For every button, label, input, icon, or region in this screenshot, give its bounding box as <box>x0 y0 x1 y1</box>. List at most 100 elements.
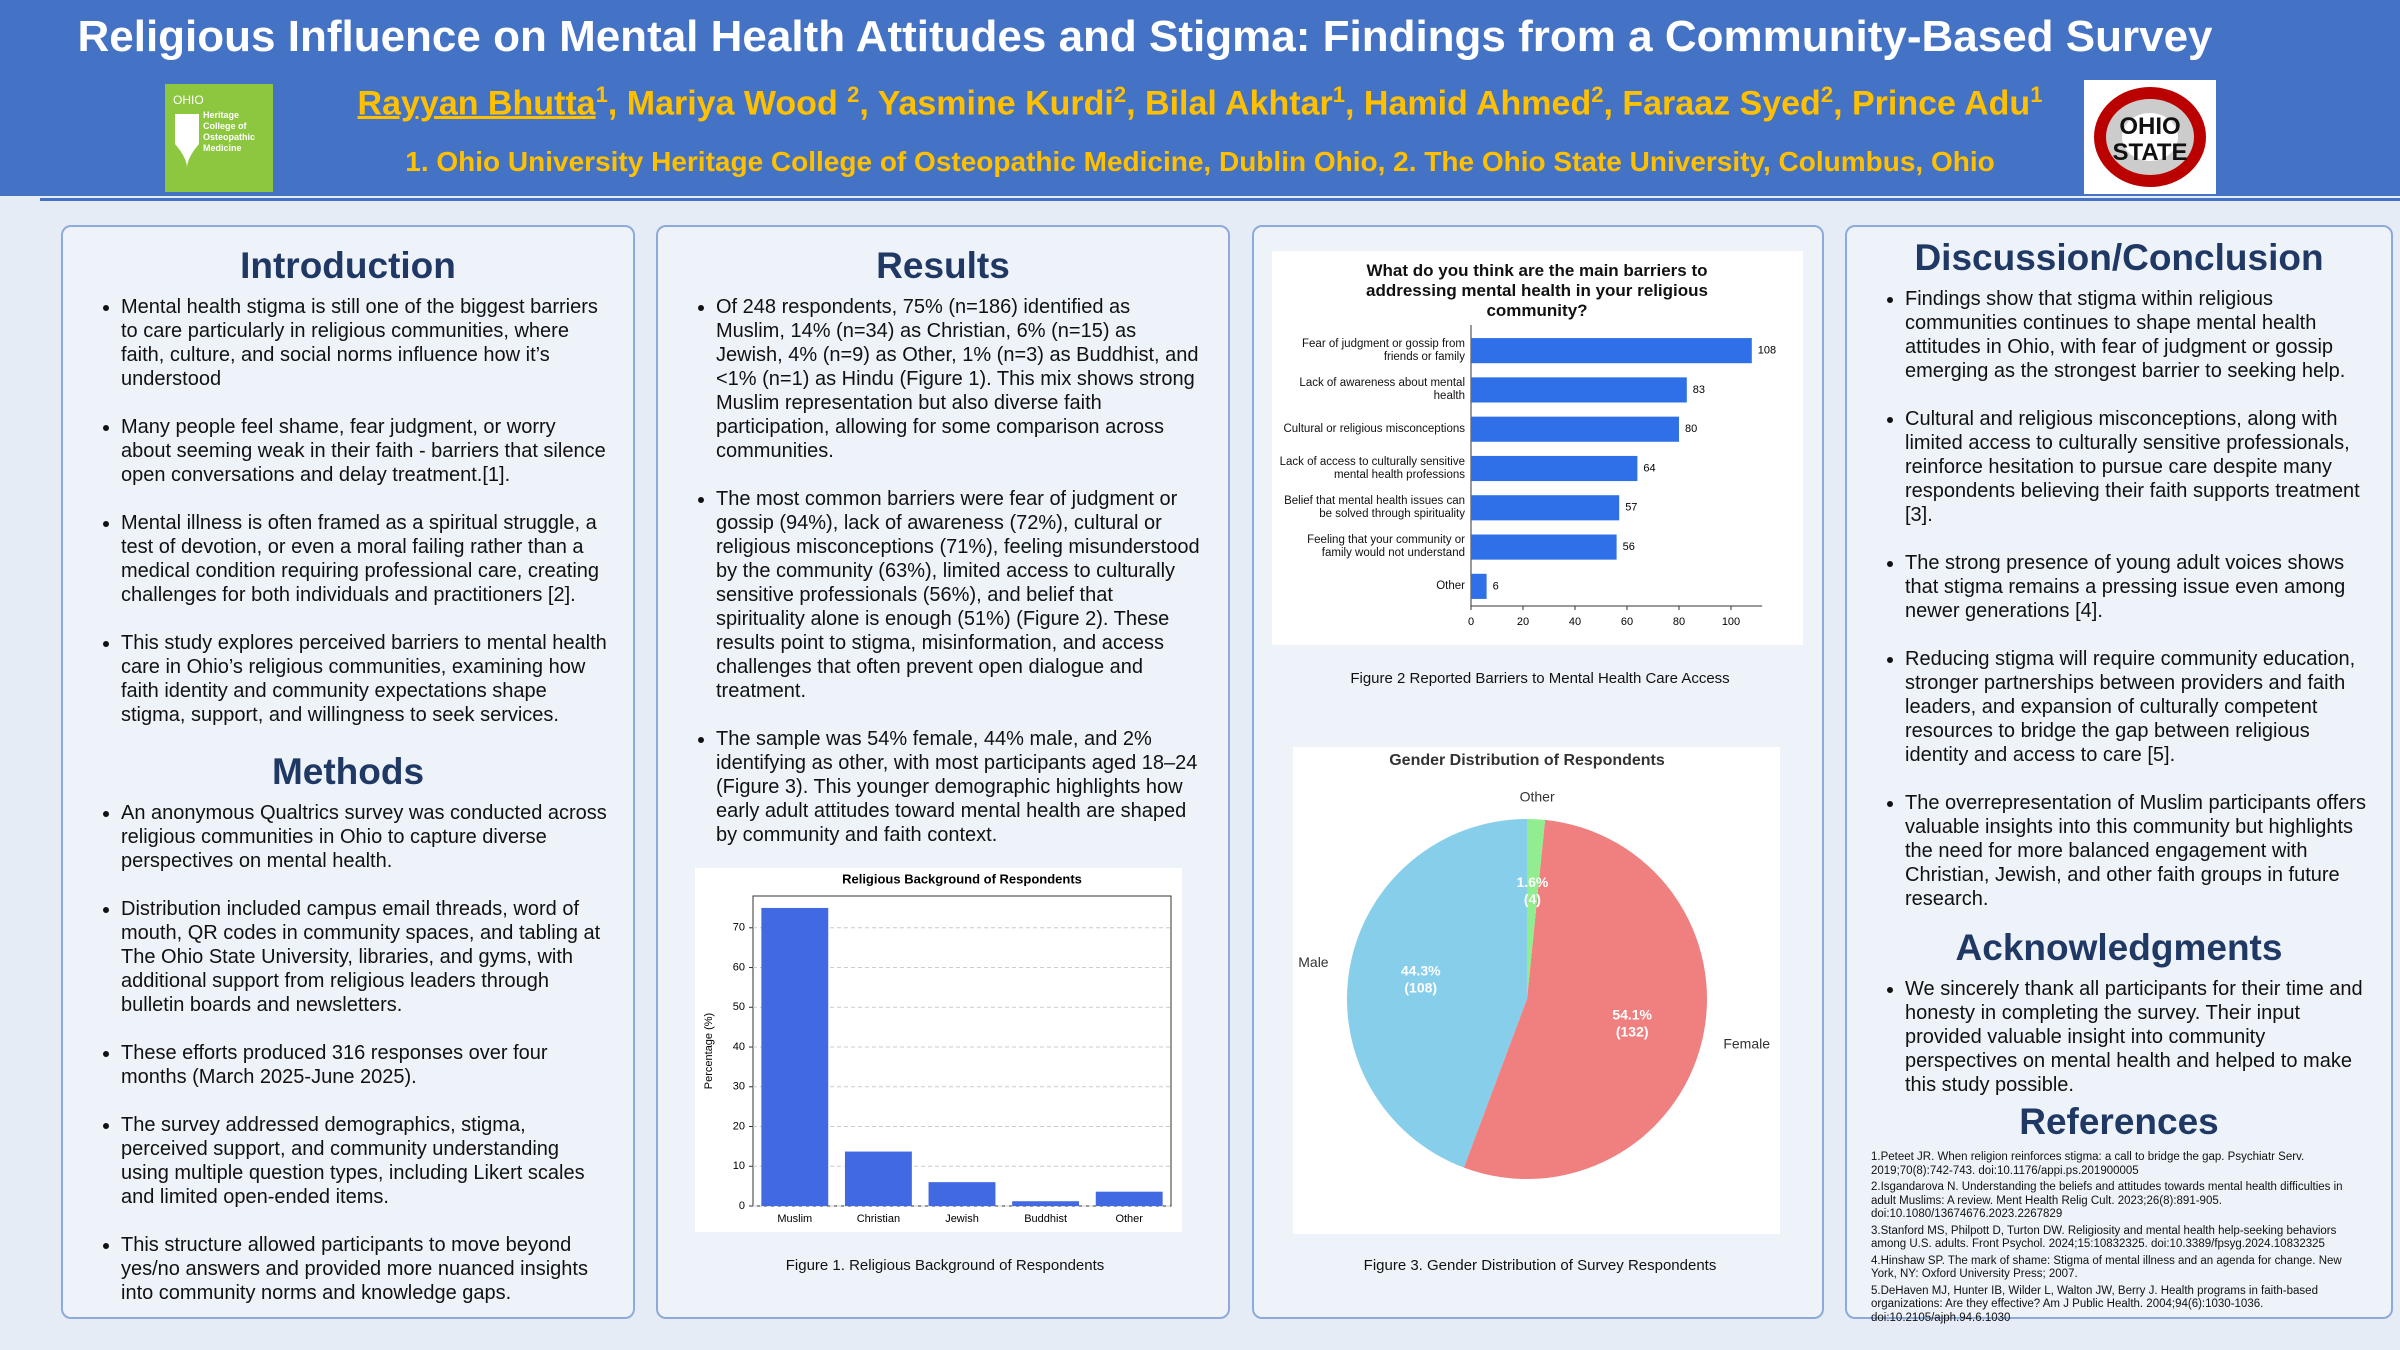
value-label: 56 <box>1623 541 1635 553</box>
list-item: Mental health stigma is still one of the… <box>121 295 609 391</box>
y-tick-label: 40 <box>733 1041 745 1053</box>
author-name: Prince Adu <box>1851 84 2031 123</box>
pie-slice <box>1347 819 1527 1168</box>
x-tick-label: 100 <box>1722 616 1740 628</box>
list-item: 2.Isgandarova N. Understanding the belie… <box>1871 1181 2343 1220</box>
list-item: 3.Stanford MS, Philpott D, Turton DW. Re… <box>1871 1224 2337 1251</box>
category-label: Male <box>1298 954 1329 970</box>
list-item: We sincerely thank all participants for … <box>1905 977 2367 1097</box>
separator: , <box>1126 84 1146 123</box>
chart-title-box: What do you think are the main barriers … <box>1366 261 1708 320</box>
count-label: (132) <box>1616 1023 1649 1039</box>
value-label: 108 <box>1758 345 1776 357</box>
bar <box>1471 455 1638 482</box>
pie-slice <box>1463 819 1707 1179</box>
author-affiliation: 2 <box>1820 82 1834 107</box>
list-item: Of 248 respondents, 75% (n=186) identifi… <box>716 295 1204 463</box>
section-heading: Discussion/Conclusion <box>1914 237 2324 278</box>
y-tick-label: 70 <box>733 922 745 934</box>
value-label: 1.6% <box>1516 874 1548 890</box>
bar <box>928 1182 996 1206</box>
y-tick-label-box: Lack of access to culturally sensitive m… <box>1280 456 1465 481</box>
section-heading: References <box>2019 1101 2219 1142</box>
figure-caption: Figure 3. Gender Distribution of Survey … <box>1363 1257 1717 1274</box>
separator: , <box>607 84 627 123</box>
value-label: 57 <box>1625 502 1637 514</box>
value-label: 44.3% <box>1401 962 1441 978</box>
x-tick-label: Jewish <box>945 1213 979 1225</box>
category-label: Female <box>1723 1036 1770 1052</box>
y-tick-label-box: Lack of awareness about mental health <box>1299 376 1465 402</box>
list-item: Many people feel shame, fear judgment, o… <box>121 415 609 487</box>
x-tick-label: 20 <box>1517 616 1529 628</box>
category-label: Other <box>1520 788 1555 804</box>
section-heading: Results <box>876 245 1010 286</box>
logo-text: STATE <box>2112 139 2187 166</box>
y-tick-label-box: Belief that mental health issues can be … <box>1284 494 1465 520</box>
bar <box>1471 495 1620 521</box>
x-tick-label: 80 <box>1673 616 1685 628</box>
bar <box>1471 534 1617 560</box>
count-label: (4) <box>1524 891 1541 907</box>
logo-text: Heritage College of Osteopathic Medicine <box>203 110 256 153</box>
y-tick-label: Fear of judgment or gossip from friends … <box>1302 337 1465 363</box>
section-heading: Acknowledgments <box>1955 927 2283 968</box>
logo-text: OHIO <box>173 93 204 107</box>
list-item: Reducing stigma will require community e… <box>1905 647 2367 767</box>
figure-caption: Figure 1. Religious Background of Respon… <box>785 1257 1105 1274</box>
author-name: Faraaz Syed <box>1622 84 1821 123</box>
list-item: Mental illness is often framed as a spir… <box>121 511 609 607</box>
y-axis-label: Percentage (%) <box>703 1013 715 1089</box>
y-tick-label: 10 <box>733 1160 745 1172</box>
reference-list: 1.Peteet JR. When religion reinforces st… <box>1871 1151 2367 1325</box>
affiliation: 1. Ohio University Heritage College of O… <box>405 146 1995 177</box>
value-label: 54.1% <box>1612 1006 1652 1022</box>
panel: Results Of 248 respondents, 75% (n=186) … <box>656 225 1230 1319</box>
author-name: Bilal Akhtar <box>1145 84 1333 123</box>
author-affiliation: 1 <box>595 82 608 107</box>
list-item: Cultural and religious misconceptions, a… <box>1905 407 2367 527</box>
list-item: 5.DeHaven MJ, Hunter IB, Wilder L, Walto… <box>1871 1284 2318 1324</box>
bullet-list: Mental health stigma is still one of the… <box>87 295 609 727</box>
list-item: 4.Hinshaw SP. The mark of shame: Stigma … <box>1871 1254 2342 1281</box>
list-item: These efforts produced 316 responses ove… <box>121 1041 609 1089</box>
bar <box>1471 338 1752 364</box>
bar <box>1012 1201 1080 1206</box>
bar <box>1471 416 1679 442</box>
value-label: 6 <box>1493 580 1499 592</box>
separator: , <box>1833 84 1852 123</box>
separator: , <box>1603 84 1623 123</box>
y-tick-label: Feeling that your community or family wo… <box>1307 534 1465 560</box>
bar <box>1471 573 1487 599</box>
list-item: The most common barriers were fear of ju… <box>716 487 1204 703</box>
section-heading: Methods <box>271 751 425 792</box>
logo-left: OHIO Heritage College of Osteopathic Med… <box>165 84 273 192</box>
bullet-list: Of 248 respondents, 75% (n=186) identifi… <box>682 295 1204 847</box>
list-item: Distribution included campus email threa… <box>121 897 609 1017</box>
list-item: An anonymous Qualtrics survey was conduc… <box>121 801 609 873</box>
y-tick-label-box: Feeling that your community or family wo… <box>1307 534 1465 560</box>
pie-slice <box>1527 819 1546 999</box>
logo-text: OHIO <box>2119 113 2180 140</box>
y-tick-label-box: Fear of judgment or gossip from friends … <box>1302 337 1465 363</box>
author-name: Rayyan Bhutta <box>357 84 596 123</box>
section-heading: Introduction <box>240 245 456 286</box>
divider <box>40 198 2400 201</box>
chart-title: Gender Distribution of Respondents <box>1389 752 1665 769</box>
list-item: 1.Peteet JR. When religion reinforces st… <box>1871 1151 2305 1177</box>
count-label: (108) <box>1404 979 1437 995</box>
list-item: This structure allowed participants to m… <box>121 1233 609 1305</box>
y-tick-label: Belief that mental health issues can be … <box>1284 494 1465 520</box>
bar <box>844 1151 912 1206</box>
value-label: 80 <box>1685 423 1697 435</box>
y-tick-label: 0 <box>739 1200 745 1212</box>
panel: Introduction Mental health stigma is sti… <box>61 225 635 1319</box>
author-affiliation: 1 <box>2030 82 2043 107</box>
author-name: Yasmine Kurdi <box>877 84 1114 123</box>
y-tick-label: Lack of awareness about mental health <box>1299 376 1465 402</box>
bullet-list: We sincerely thank all participants for … <box>1871 977 2367 1097</box>
y-tick-label: 60 <box>733 961 745 973</box>
list-item: The strong presence of young adult voice… <box>1905 551 2367 623</box>
author-affiliation: 2 <box>847 82 860 107</box>
